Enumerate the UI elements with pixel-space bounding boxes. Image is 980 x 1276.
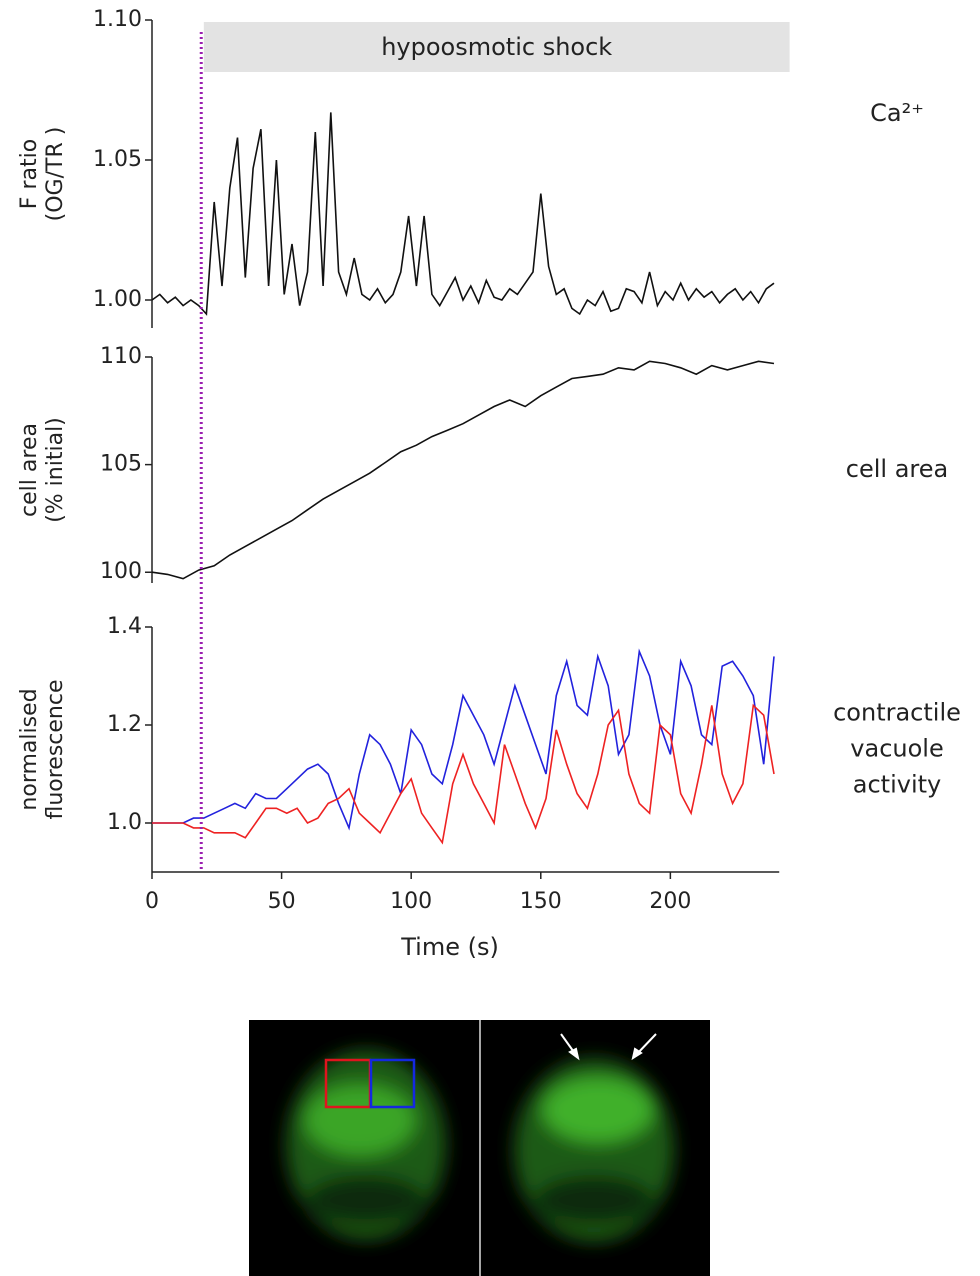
x-axis-label: Time (s) <box>400 933 499 961</box>
data-line <box>152 648 775 831</box>
y-tick-label: 1.00 <box>93 287 142 312</box>
cell-left <box>286 1050 446 1240</box>
y-axis-label: (OG/TR ) <box>43 127 68 222</box>
arrows <box>560 1033 657 1061</box>
y-tick-label: 1.2 <box>107 712 142 737</box>
y-axis-label: normalised <box>17 688 42 810</box>
roi-blue <box>369 1058 416 1109</box>
side-label: cell area <box>846 455 948 483</box>
y-tick-label: 100 <box>100 559 142 584</box>
y-axis-label: F ratio <box>17 139 42 209</box>
y-axis-label: fluorescence <box>43 679 68 819</box>
x-tick-label: 150 <box>520 889 562 914</box>
side-label: Ca²⁺ <box>870 99 924 127</box>
side-label: vacuole <box>850 735 943 763</box>
y-axis-label: cell area <box>17 423 42 517</box>
y-tick-label: 110 <box>100 344 142 369</box>
shock-band <box>203 22 790 72</box>
shock-label: hypoosmotic shock <box>381 33 612 61</box>
data-line <box>151 360 775 580</box>
x-tick-label: 50 <box>268 889 296 914</box>
y-axis-label: (% initial) <box>43 417 68 523</box>
x-tick-label: 100 <box>390 889 432 914</box>
y-tick-label: 1.10 <box>93 7 142 32</box>
data-line <box>152 703 775 845</box>
side-label: contractile <box>833 699 961 727</box>
y-tick-label: 1.05 <box>93 147 142 172</box>
data-line <box>151 112 775 316</box>
cell-right <box>514 1058 674 1242</box>
x-tick-label: 200 <box>649 889 691 914</box>
side-label: activity <box>853 771 941 799</box>
y-tick-label: 1.4 <box>107 614 142 639</box>
microscopy-images <box>249 1020 710 1276</box>
y-tick-label: 1.0 <box>107 810 142 835</box>
y-tick-label: 105 <box>100 452 142 477</box>
x-tick-label: 0 <box>145 889 159 914</box>
